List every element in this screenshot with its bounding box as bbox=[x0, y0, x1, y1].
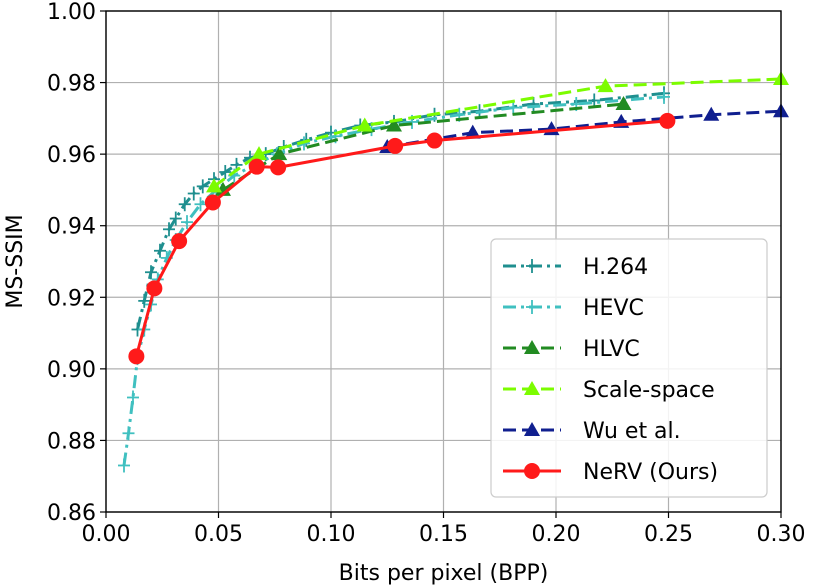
legend-label: Wu et al. bbox=[583, 419, 681, 444]
y-tick-label: 1.00 bbox=[47, 0, 96, 25]
legend-marker bbox=[524, 340, 540, 354]
data-point bbox=[615, 96, 632, 111]
y-tick-label: 0.98 bbox=[47, 72, 96, 97]
legend-item: NeRV (Ours) bbox=[503, 460, 718, 485]
series-nerv-ours bbox=[128, 112, 676, 365]
legend-marker bbox=[526, 259, 538, 273]
legend: H.264 HEVC HLVC Scale-space Wu et al. NeRV (O… bbox=[490, 238, 768, 498]
data-point bbox=[194, 197, 207, 212]
data-point bbox=[204, 194, 221, 211]
data-point bbox=[356, 117, 373, 132]
data-point bbox=[658, 89, 670, 104]
legend-marker bbox=[524, 463, 540, 479]
axis-ticks: 0.00 0.05 0.10 0.15 0.20 0.25 0.30 0.86 0.88 0.90… bbox=[47, 0, 805, 547]
series-scale-space bbox=[206, 70, 789, 193]
legend-item: Scale-space bbox=[503, 378, 715, 403]
data-point bbox=[426, 132, 443, 149]
legend-box bbox=[490, 238, 768, 498]
data-point bbox=[181, 215, 193, 230]
y-axis-label: MS-SSIM bbox=[3, 214, 28, 308]
data-point bbox=[659, 112, 676, 129]
x-tick-label: 0.25 bbox=[644, 522, 693, 547]
data-point bbox=[171, 233, 188, 250]
x-tick-label: 0.00 bbox=[82, 522, 131, 547]
series-line bbox=[213, 77, 782, 188]
data-point bbox=[588, 93, 601, 108]
x-tick-label: 0.15 bbox=[419, 522, 468, 547]
legend-item: H.264 bbox=[503, 255, 648, 280]
data-point bbox=[386, 117, 402, 132]
data-point bbox=[118, 458, 130, 473]
legend-marker bbox=[526, 300, 538, 314]
series-hlvc bbox=[215, 96, 632, 196]
data-point bbox=[187, 186, 200, 201]
data-point bbox=[206, 178, 222, 193]
data-point bbox=[703, 106, 720, 121]
legend-item: HEVC bbox=[503, 296, 644, 321]
legend-label: NeRV (Ours) bbox=[583, 460, 718, 485]
data-point bbox=[251, 146, 267, 161]
series-line bbox=[136, 91, 665, 330]
legend-label: H.264 bbox=[583, 255, 648, 280]
data-point bbox=[138, 293, 151, 308]
legend-item: HLVC bbox=[503, 337, 640, 362]
y-tick-label: 0.86 bbox=[47, 501, 96, 526]
legend-marker bbox=[524, 381, 540, 395]
data-point bbox=[154, 243, 166, 258]
x-tick-label: 0.30 bbox=[757, 522, 806, 547]
data-point bbox=[196, 179, 209, 194]
legend-label: HLVC bbox=[583, 337, 640, 362]
data-point bbox=[128, 348, 145, 365]
legend-label: Scale-space bbox=[583, 378, 715, 403]
data-point bbox=[163, 222, 175, 237]
legend-marker bbox=[524, 422, 540, 436]
series-line bbox=[222, 102, 624, 192]
data-point bbox=[248, 158, 265, 175]
data-point bbox=[271, 146, 288, 161]
y-tick-label: 0.92 bbox=[47, 286, 96, 311]
data-point bbox=[219, 165, 232, 180]
x-tick-label: 0.20 bbox=[532, 522, 581, 547]
data-point bbox=[178, 197, 191, 212]
data-point bbox=[122, 426, 135, 441]
y-tick-label: 0.90 bbox=[47, 358, 96, 383]
y-tick-label: 0.94 bbox=[47, 215, 96, 240]
y-tick-label: 0.88 bbox=[47, 429, 96, 454]
x-tick-label: 0.05 bbox=[194, 522, 243, 547]
legend-label: HEVC bbox=[583, 296, 644, 321]
x-axis-label: Bits per pixel (BPP) bbox=[339, 561, 549, 586]
data-point bbox=[270, 159, 287, 176]
series-line bbox=[387, 109, 782, 149]
data-point bbox=[146, 280, 163, 297]
legend-item: Wu et al. bbox=[503, 419, 681, 444]
y-tick-label: 0.96 bbox=[47, 143, 96, 168]
x-tick-label: 0.10 bbox=[307, 522, 356, 547]
data-point bbox=[127, 390, 139, 405]
data-point bbox=[464, 124, 481, 139]
data-point bbox=[169, 211, 182, 226]
data-point bbox=[507, 100, 520, 115]
data-point bbox=[387, 137, 404, 154]
data-point bbox=[145, 265, 157, 280]
data-point bbox=[597, 78, 614, 93]
